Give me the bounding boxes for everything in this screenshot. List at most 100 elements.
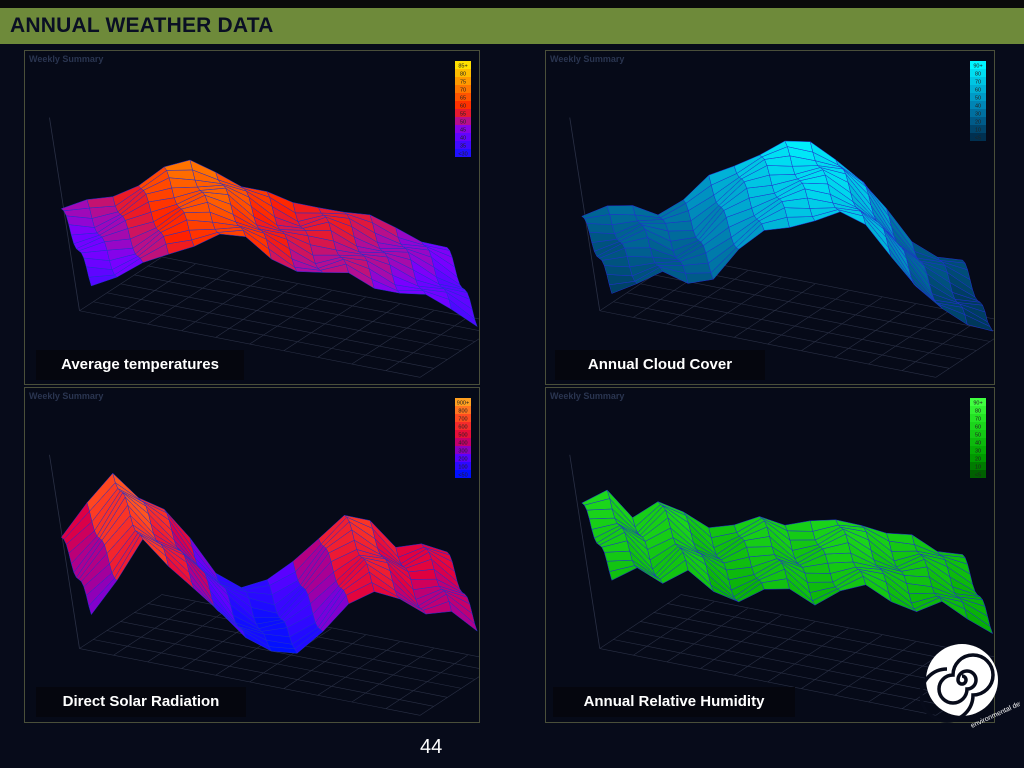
surface-cell bbox=[606, 205, 636, 216]
top-strip bbox=[0, 0, 1024, 8]
surface-cell bbox=[603, 550, 633, 562]
legend-label: 45 bbox=[460, 128, 466, 134]
legend-label: 100 bbox=[458, 465, 467, 471]
surface-mesh bbox=[60, 159, 478, 328]
legend-label: 500 bbox=[458, 433, 467, 439]
panel-direct-solar-radiation: Weekly Summary 900+ 800 700 600 500 400 300 200 1… bbox=[24, 387, 480, 723]
page-number: 44 bbox=[420, 736, 443, 758]
legend-swatch bbox=[970, 454, 986, 462]
legend-swatch bbox=[970, 101, 986, 109]
surface-cell bbox=[396, 290, 427, 295]
legend-swatch bbox=[970, 446, 986, 454]
floor-grid bbox=[569, 454, 994, 716]
legend-label: 70 bbox=[460, 88, 466, 94]
legend-label: 50 bbox=[460, 120, 466, 126]
chart-header: Weekly Summary bbox=[29, 391, 103, 401]
chart-direct-solar-radiation: Weekly Summary 900+ 800 700 600 500 400 300 200 1… bbox=[29, 391, 479, 716]
surface-cell bbox=[318, 207, 348, 215]
legend-swatch bbox=[970, 77, 986, 85]
legend-label: 20 bbox=[975, 120, 981, 126]
legend-swatch bbox=[455, 438, 471, 446]
surface-cell bbox=[586, 508, 616, 520]
surface-mesh bbox=[581, 489, 994, 635]
legend-swatch bbox=[455, 470, 471, 478]
surface-cell bbox=[766, 165, 796, 176]
caption-annual-relative-humidity: Annual Relative Humidity bbox=[553, 687, 795, 717]
chart-annual-cloud-cover: Weekly Summary 90+ 80 70 60 50 40 30 20 10 <5 bbox=[550, 54, 994, 378]
legend-swatch bbox=[970, 69, 986, 77]
legend-swatch bbox=[970, 470, 986, 478]
legend-label: 40 bbox=[460, 136, 466, 142]
legend-swatch bbox=[970, 406, 986, 414]
chart-header: Weekly Summary bbox=[550, 54, 624, 64]
legend-swatch bbox=[455, 149, 471, 157]
legend-label: <30 bbox=[458, 152, 467, 158]
legend-label: 400 bbox=[458, 441, 467, 447]
legend-label: 50 bbox=[975, 433, 981, 439]
legend-swatch bbox=[455, 117, 471, 125]
floor-grid bbox=[49, 454, 479, 716]
surface-cell bbox=[603, 265, 633, 277]
panel-annual-cloud-cover: Weekly Summary 90+ 80 70 60 50 40 30 20 10 <5 bbox=[545, 50, 995, 385]
surface-cell bbox=[784, 207, 813, 218]
legend-swatch bbox=[970, 430, 986, 438]
surface-cell bbox=[936, 256, 966, 264]
legend-label: 700 bbox=[458, 417, 467, 423]
legend-label: 40 bbox=[975, 104, 981, 110]
legend-swatch bbox=[970, 109, 986, 117]
legend-swatch bbox=[455, 430, 471, 438]
caption-average-temperatures: Average temperatures bbox=[36, 350, 244, 380]
legend-label: 40 bbox=[975, 441, 981, 447]
legend-swatch bbox=[455, 101, 471, 109]
surface-cell bbox=[86, 196, 116, 209]
legend-label: 80 bbox=[975, 409, 981, 415]
legend-label: 55 bbox=[460, 112, 466, 118]
legend-label: 60 bbox=[975, 88, 981, 94]
legend-swatch bbox=[970, 85, 986, 93]
legend-label: 75 bbox=[460, 80, 466, 86]
legend-swatch bbox=[455, 406, 471, 414]
floor-grid bbox=[49, 117, 479, 378]
legend-label: 10 bbox=[975, 465, 981, 471]
slide-header: ANNUAL WEATHER DATA bbox=[0, 8, 1024, 44]
chart-annual-relative-humidity: Weekly Summary 90+ 80 70 60 50 40 30 20 10 <5 bbox=[550, 391, 994, 716]
slide-title: ANNUAL WEATHER DATA bbox=[10, 14, 274, 37]
legend-label: 30 bbox=[975, 112, 981, 118]
legend-label: 35 bbox=[460, 144, 466, 150]
floor-grid bbox=[569, 117, 994, 378]
legend-label: 65 bbox=[460, 96, 466, 102]
legend-swatch bbox=[455, 414, 471, 422]
legend-label: 50 bbox=[975, 96, 981, 102]
legend-label: 30 bbox=[975, 449, 981, 455]
legend-label: 300 bbox=[458, 449, 467, 455]
surface-cell bbox=[292, 202, 322, 214]
legend-swatch bbox=[455, 85, 471, 93]
legend-swatch bbox=[970, 93, 986, 101]
legend-label: 20 bbox=[975, 457, 981, 463]
legend-label: 900+ bbox=[457, 401, 469, 407]
surface-cell bbox=[824, 552, 854, 564]
surface-cell bbox=[420, 241, 451, 251]
caption-direct-solar-radiation: Direct Solar Radiation bbox=[36, 687, 246, 717]
legend-swatch bbox=[455, 398, 471, 406]
legend-label: 200 bbox=[458, 457, 467, 463]
chart-average-temperatures: Weekly Summary 85+ 80 75 70 65 60 55 50 45 40 35 <30 bbox=[29, 54, 479, 378]
legend-swatch bbox=[455, 141, 471, 149]
surface-cell bbox=[804, 572, 834, 583]
legend-swatch bbox=[455, 462, 471, 470]
legend-swatch bbox=[455, 446, 471, 454]
caption-annual-cloud-cover: Annual Cloud Cover bbox=[555, 350, 765, 380]
surface-cell bbox=[784, 520, 814, 532]
legend-swatch bbox=[455, 454, 471, 462]
surface-cell bbox=[787, 530, 816, 541]
chart-header: Weekly Summary bbox=[550, 391, 624, 401]
legend-label: <5 bbox=[975, 136, 981, 142]
chart-header: Weekly Summary bbox=[29, 54, 103, 64]
surface-cell bbox=[586, 223, 616, 235]
legend-label: 600 bbox=[458, 425, 467, 431]
legend-label: 10 bbox=[975, 128, 981, 134]
legend-swatch bbox=[455, 93, 471, 101]
legend-swatch bbox=[970, 462, 986, 470]
surface-cell bbox=[163, 159, 193, 171]
legend-swatch bbox=[970, 133, 986, 141]
